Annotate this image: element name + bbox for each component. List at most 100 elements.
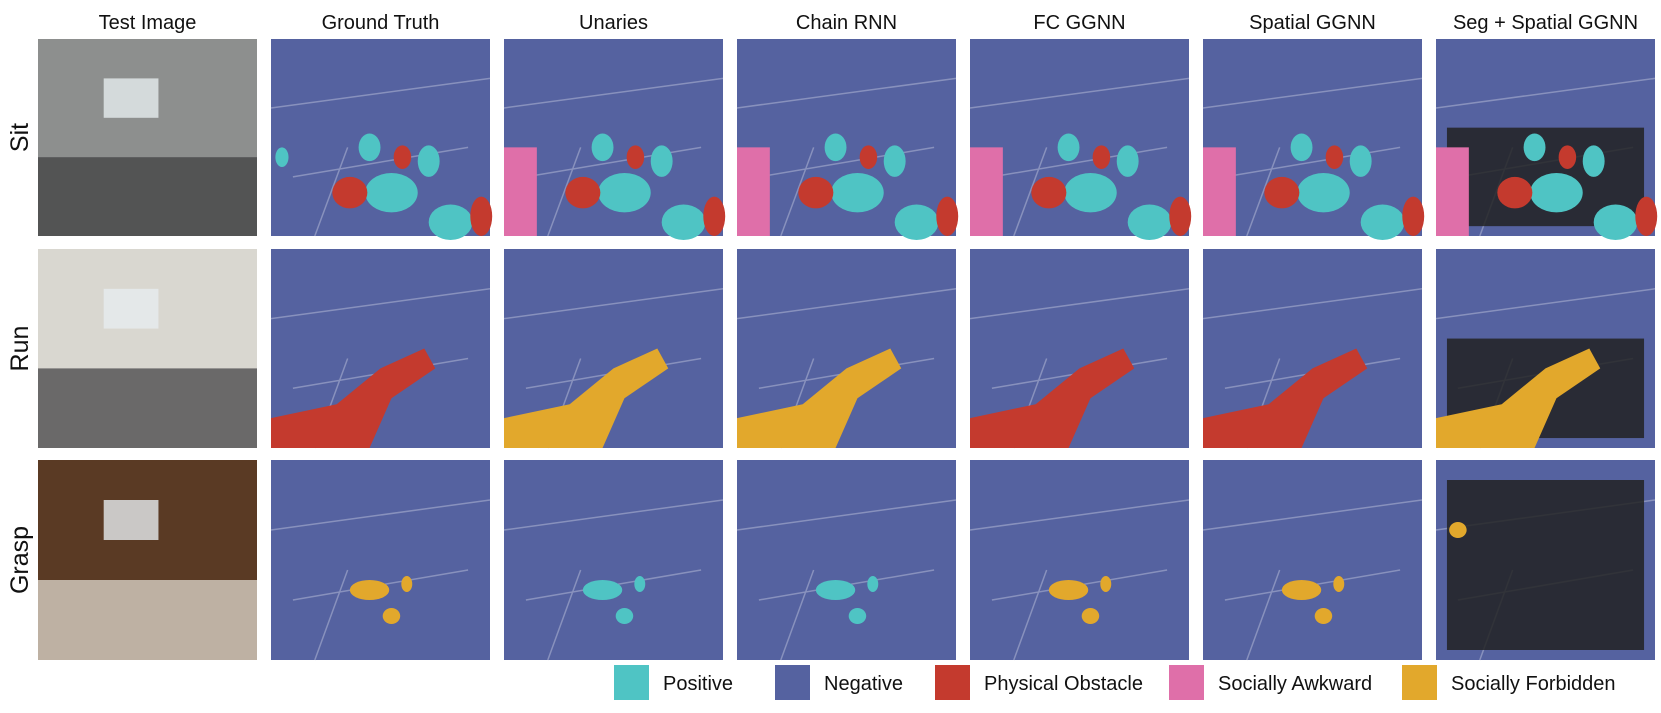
region — [1127, 204, 1172, 240]
region — [883, 145, 906, 177]
segmentation-panel — [270, 39, 493, 240]
test-image — [38, 39, 257, 236]
region — [332, 176, 368, 209]
region — [1264, 176, 1300, 209]
region — [894, 204, 939, 240]
segmentation-panel — [270, 249, 491, 449]
region — [936, 196, 959, 236]
region — [1436, 147, 1469, 236]
column-header: Spatial GGNN — [1249, 12, 1376, 34]
segmentation-panel — [1435, 460, 1656, 661]
row-label: Run — [6, 326, 34, 372]
legend-label: Socially Forbidden — [1451, 673, 1616, 695]
region — [798, 176, 834, 209]
region — [504, 147, 537, 236]
row-label: Sit — [6, 123, 34, 152]
segmentation-panel — [1435, 39, 1658, 240]
region — [582, 580, 623, 600]
segmentation-panel — [969, 460, 1190, 661]
region — [382, 608, 401, 624]
region — [1057, 133, 1080, 162]
segmentation-panel — [969, 249, 1190, 449]
region — [1530, 172, 1583, 213]
segmentation-panel — [503, 249, 724, 449]
legend-swatch — [935, 665, 970, 700]
region — [1314, 608, 1333, 624]
region — [1116, 145, 1139, 177]
outline — [969, 77, 1190, 237]
region — [1593, 204, 1638, 240]
segmentation-panel — [1202, 460, 1423, 661]
region — [1360, 204, 1405, 240]
photo-detail — [103, 500, 159, 540]
panel-bg — [737, 460, 956, 660]
region — [1031, 176, 1067, 209]
column-header: Unaries — [579, 12, 648, 34]
segmentation-panel — [1435, 249, 1656, 449]
region — [417, 145, 440, 177]
region — [859, 145, 878, 170]
region — [1582, 145, 1605, 177]
region — [401, 576, 413, 592]
legend-swatch — [1169, 665, 1204, 700]
region — [1558, 145, 1577, 170]
segmentation-panel — [503, 460, 724, 661]
region — [1325, 145, 1344, 170]
region — [626, 145, 645, 170]
region — [565, 176, 601, 209]
legend-label: Physical Obstacle — [984, 673, 1143, 695]
outline — [736, 77, 957, 237]
region — [650, 145, 673, 177]
photo-detail — [38, 580, 257, 660]
legend-swatch — [614, 665, 649, 700]
legend-swatch — [1402, 665, 1437, 700]
region — [824, 133, 847, 162]
region — [661, 204, 706, 240]
panel-bg — [970, 460, 1189, 660]
outline — [503, 77, 724, 237]
region — [703, 196, 726, 236]
panel-bg — [504, 460, 723, 660]
region — [848, 608, 867, 624]
region — [1402, 196, 1425, 236]
region — [365, 172, 418, 213]
region — [615, 608, 634, 624]
photo-detail — [103, 288, 159, 329]
region — [591, 133, 614, 162]
region — [1048, 580, 1089, 600]
test-image — [38, 460, 257, 660]
region — [1169, 196, 1192, 236]
outline — [270, 77, 491, 237]
legend-label: Negative — [824, 673, 903, 695]
legend-label: Socially Awkward — [1218, 673, 1372, 695]
region — [970, 147, 1003, 236]
region — [470, 196, 493, 236]
region — [634, 576, 646, 592]
region — [1092, 145, 1111, 170]
region — [1203, 348, 1368, 448]
region — [358, 133, 381, 162]
region — [1523, 133, 1546, 162]
column-header: Chain RNN — [796, 12, 897, 34]
row-label: Grasp — [6, 526, 34, 594]
region — [970, 348, 1135, 448]
segmentation-panel — [736, 249, 957, 449]
region — [393, 145, 412, 170]
region — [1635, 196, 1658, 236]
column-header: Ground Truth — [322, 12, 440, 34]
test-image — [38, 249, 257, 448]
outline — [1202, 77, 1423, 237]
legend-label: Positive — [663, 673, 733, 695]
region — [831, 172, 884, 213]
region — [815, 580, 856, 600]
region — [1497, 176, 1533, 209]
segmentation-panel — [1202, 39, 1425, 240]
legend-swatch — [775, 665, 810, 700]
column-header: FC GGNN — [1033, 12, 1125, 34]
column-header: Test Image — [99, 12, 197, 34]
panel-bg — [271, 460, 490, 660]
region — [1281, 580, 1322, 600]
segmentation-panel — [1202, 249, 1423, 449]
photo-detail — [38, 368, 257, 448]
